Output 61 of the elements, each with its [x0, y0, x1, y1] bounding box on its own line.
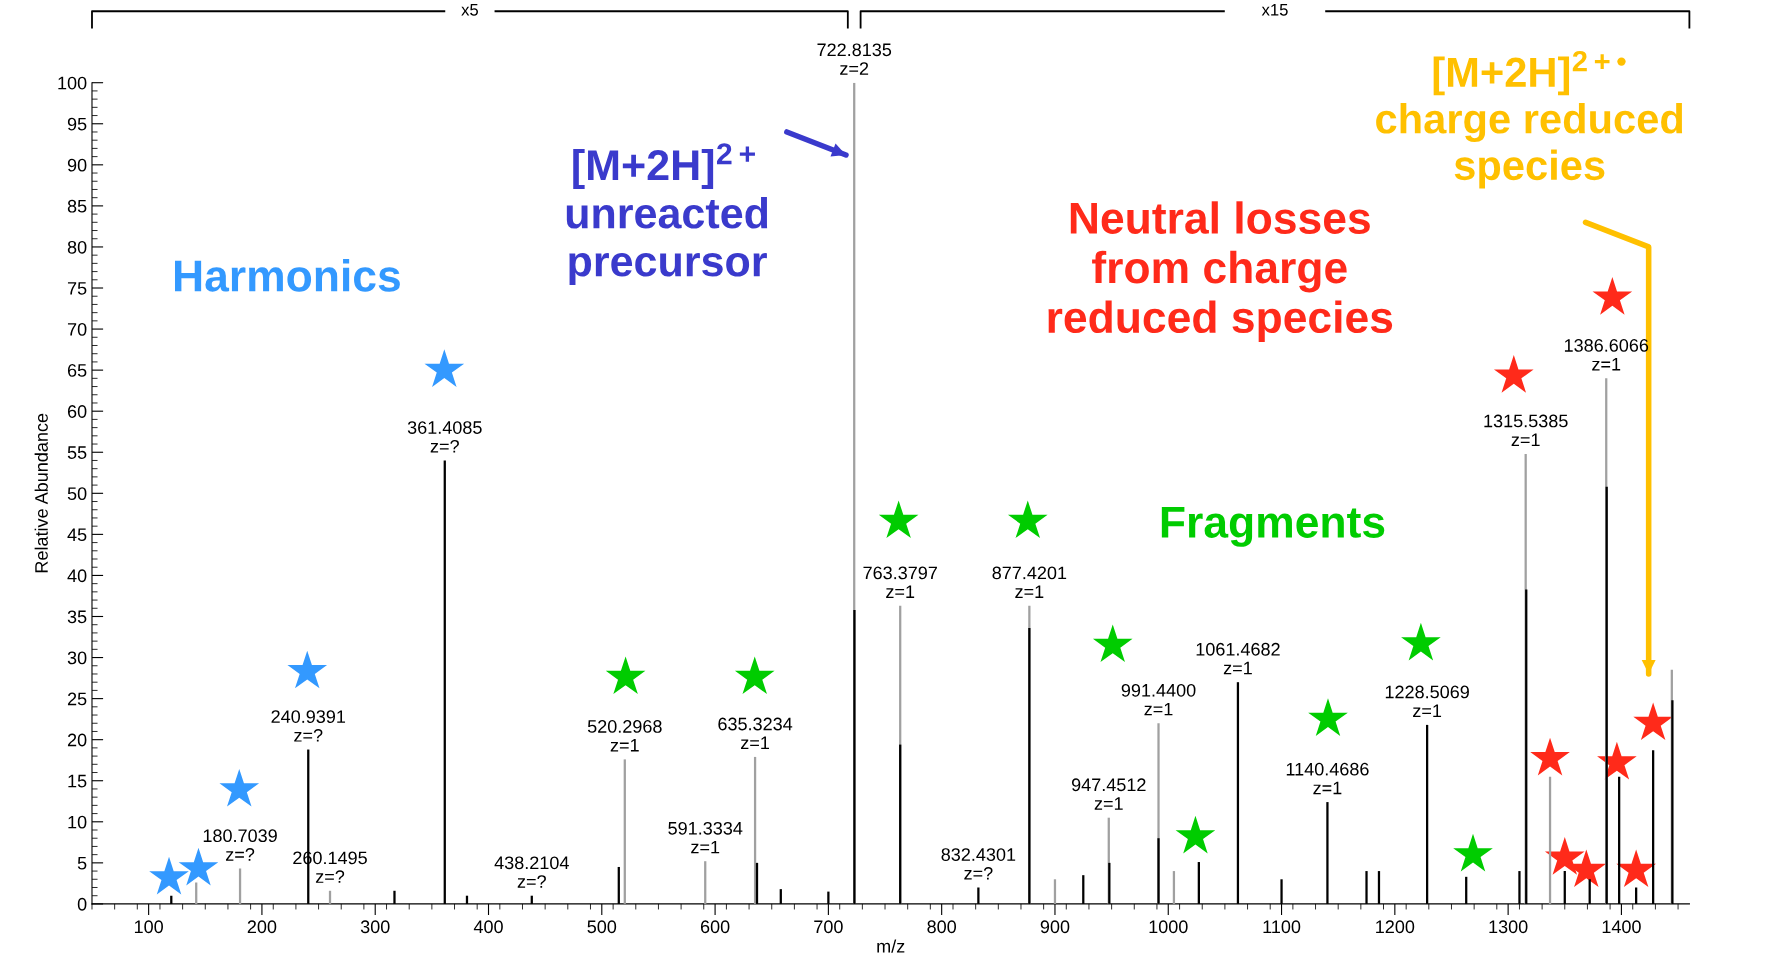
x-tick-label: 200	[247, 920, 277, 934]
y-axis-title: Relative Abundance	[34, 413, 48, 573]
y-tick-label: 10	[68, 815, 87, 829]
annotation: 763.3797 z=1	[863, 566, 937, 598]
text: x15	[1261, 4, 1288, 16]
y-tick-label: 5	[77, 856, 87, 870]
annotation: Fragments	[1161, 506, 1385, 547]
y-tick-label: 90	[67, 158, 87, 172]
y-tick-label: 40	[67, 569, 87, 583]
y-tick-label: 85	[67, 199, 87, 213]
y-tick-label: 60	[67, 405, 87, 418]
y-tick-label: 25	[67, 692, 87, 706]
annotation: 361.4085 z=?	[407, 421, 482, 453]
y-tick-label: 55	[67, 446, 87, 459]
y-tick-label: 70	[67, 323, 87, 336]
annotation: 722.8135 z=2	[817, 43, 892, 75]
annotation: 1061.4682 z=1	[1196, 642, 1280, 675]
x-tick-label: 100	[134, 920, 163, 934]
x-tick-label: 1300	[1489, 920, 1528, 934]
annotation: 520.2968 z=1	[587, 720, 662, 752]
y-tick-label: 100	[58, 76, 87, 90]
x-tick-label: 600	[700, 920, 730, 934]
y-tick-label: 95	[67, 117, 87, 131]
annotation: [M+2H]$^{2+}$ unreacted precursor	[566, 143, 768, 286]
annotation: 1315.5385 z=1	[1484, 414, 1568, 446]
x-tick-label: 1100	[1263, 920, 1301, 934]
annotation: 947.4512 z=1	[1071, 778, 1146, 810]
y-tick-label: 80	[67, 240, 87, 254]
y-tick-label: 30	[67, 651, 87, 665]
x-tick-label: 1200	[1376, 920, 1415, 934]
annotation: 591.3334 z=1	[668, 821, 743, 854]
x-axis-title: m/z	[877, 939, 905, 953]
x-tick-label: 1000	[1149, 920, 1188, 934]
y-tick-label: 15	[68, 774, 87, 788]
x-tick-label: 400	[473, 920, 503, 934]
y-tick-label: 0	[77, 897, 87, 911]
y-tick-label: 75	[67, 282, 87, 295]
x-tick-label: 500	[587, 920, 617, 934]
annotation: 832.4301 z=?	[941, 848, 1016, 880]
y-tick-label: 20	[67, 733, 87, 747]
x-tick-label: 700	[814, 920, 843, 934]
x-tick-label: 800	[927, 920, 957, 934]
y-tick-label: 45	[67, 528, 87, 542]
annotation: 635.3234 z=1	[718, 717, 793, 750]
annotation: 877.4201 z=1	[992, 566, 1067, 598]
annotation: Neutral losses from charge reduced species	[1048, 201, 1393, 342]
annotation: 991.4400 z=1	[1121, 683, 1196, 716]
annotation: 240.9391 z=?	[271, 710, 346, 742]
annotation: 438.2104 z=?	[494, 856, 569, 888]
y-tick-label: 50	[67, 487, 87, 501]
annotation: Harmonics	[174, 259, 400, 292]
y-tick-label: 35	[67, 610, 87, 624]
x-tick-label: 900	[1040, 920, 1070, 934]
annotation: 1228.5069 z=1	[1385, 685, 1469, 717]
annotation: [M+2H]$^{2+•}$ charge reduced species	[1376, 50, 1683, 189]
x-tick-label: 1400	[1602, 920, 1641, 934]
x-tick-label: 300	[360, 920, 390, 934]
annotation: 180.7039 z=?	[203, 829, 277, 861]
annotation: 1140.4686 z=1	[1286, 762, 1369, 795]
y-tick-label: 65	[67, 364, 87, 377]
text: x5	[461, 4, 479, 16]
